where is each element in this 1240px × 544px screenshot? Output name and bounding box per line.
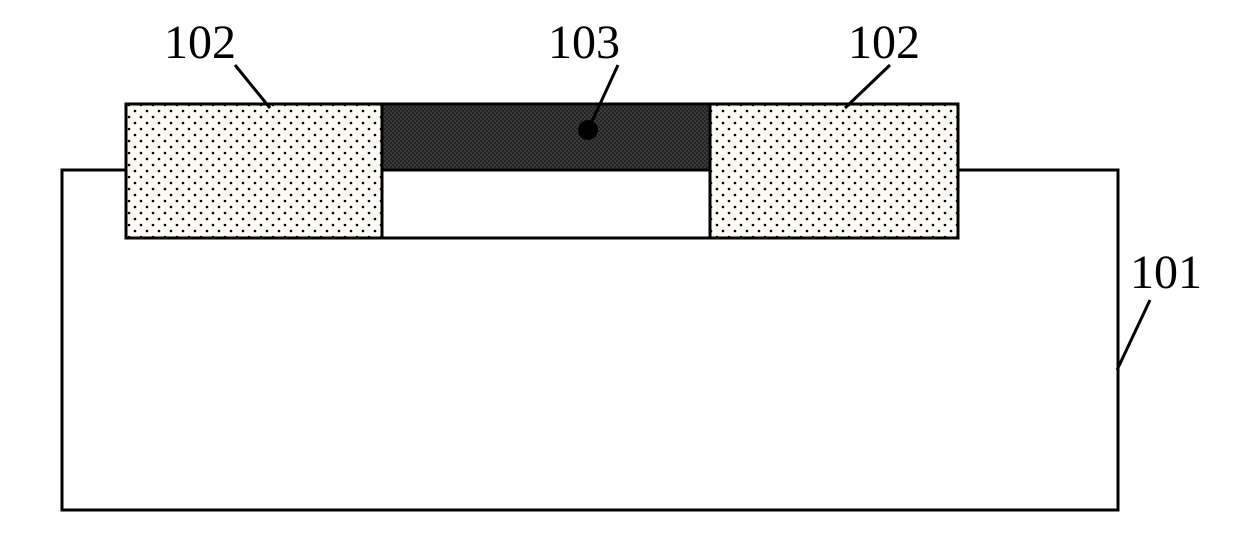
label-102-left: 102 [164, 15, 236, 70]
leader-103-dot [578, 120, 598, 140]
label-102-right: 102 [848, 15, 920, 70]
region-102-right [710, 104, 958, 238]
region-103 [382, 104, 710, 170]
label-101: 101 [1130, 245, 1202, 300]
region-102-left [126, 104, 382, 238]
leader-101 [1117, 300, 1150, 370]
leader-102-left [235, 65, 270, 108]
leader-102-right [845, 65, 890, 108]
diagram-container: 102 103 102 101 [0, 0, 1240, 544]
cross-section-diagram [0, 0, 1240, 544]
label-103: 103 [548, 15, 620, 70]
